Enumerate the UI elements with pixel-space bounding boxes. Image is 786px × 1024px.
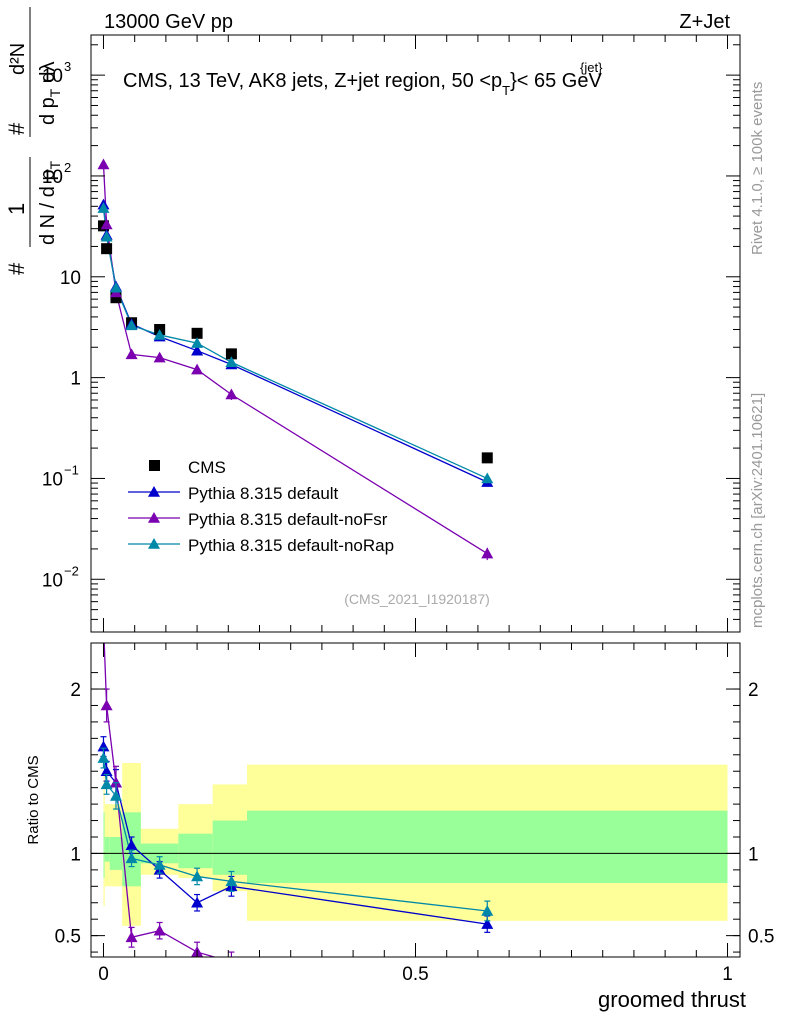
data-point-noRap (97, 202, 110, 213)
y-tick-exponent: −2 (64, 563, 79, 578)
data-point-noFsr (481, 547, 494, 559)
legend: CMS Pythia 8.315 default Pythia 8.315 defa… (128, 458, 394, 555)
uncertainty-band-green (212, 820, 248, 875)
y-tick-label: 10 (42, 167, 63, 188)
uncertainty-band-green (178, 833, 213, 869)
ratio-point-noRap (109, 789, 122, 801)
ratio-ylabel: Ratio to CMS (25, 755, 42, 844)
data-point-noRap (225, 356, 238, 368)
ylabel-one: 1 (4, 203, 29, 215)
legend-marker-cms (149, 460, 160, 471)
mcplots-label: mcplots.cern.ch [arXiv:2401.10621] (749, 393, 766, 628)
legend-marker-noRap (148, 538, 160, 549)
data-point-noFsr (153, 351, 166, 363)
data-point-noRap (109, 281, 122, 293)
ratio-point-noRap (125, 852, 138, 864)
ratio-point-noRap (481, 904, 494, 916)
ratio-point-noFsr (153, 924, 166, 936)
ratio-point-noRap (225, 875, 238, 887)
y-tick-label: 10 (42, 570, 63, 591)
data-point-cms (225, 348, 237, 360)
data-point-noRap (153, 328, 166, 340)
legend-label-cms: CMS (188, 458, 226, 477)
ratio-line-noFsr (103, 643, 217, 957)
main-title: CMS, 13 TeV, AK8 jets, Z+jet region, 50 … (123, 70, 602, 98)
data-point-noRap (100, 230, 113, 242)
ratio-plot: 0.5 0.5 1 1 2 2 0 0.5 1 (55, 642, 774, 1003)
main-title-end: }< 65 GeV (510, 70, 602, 92)
ratio-y-tick-label: 0.5 (55, 927, 81, 948)
uncertainty-band-green (104, 836, 110, 862)
y-tick-label: 1 (70, 369, 81, 390)
series-line-noRap (102, 208, 488, 480)
legend-marker-noFsr (148, 512, 160, 523)
ylabel-den-left: d N / d pT (37, 160, 63, 245)
data-point-cms (191, 327, 203, 339)
ratio-point-default (100, 765, 113, 777)
data-point-noFsr (125, 348, 138, 360)
main-title-sub: T (502, 83, 510, 98)
main-ylabel: # 1 d N / d pT # d²N d pTdλ (4, 7, 63, 275)
y-tick-exponent: −1 (64, 462, 79, 477)
data-point-default (191, 344, 204, 356)
series-line-default (102, 204, 488, 483)
main-title-sup: {jet} (580, 60, 603, 75)
data-point-noRap (125, 319, 138, 331)
data-point-noFsr (97, 158, 110, 170)
ratio-y-tick-label-right: 2 (748, 680, 759, 701)
y-tick-exponent: 3 (64, 59, 71, 74)
y-tick-label: 10 (42, 469, 63, 490)
ratio-point-noRap (100, 778, 113, 790)
ratio-point-default (481, 918, 494, 929)
ratio-point-noRap (153, 858, 166, 870)
ylabel-hash-left: # (4, 262, 29, 275)
ratio-y-tick-label-right: 1 (748, 844, 759, 865)
y-tick-label: 10 (60, 268, 81, 289)
ylabel-num: d²N (7, 43, 29, 75)
ratio-point-noFsr (481, 992, 493, 1003)
header-process: Z+Jet (679, 11, 730, 33)
data-point-noRap (191, 337, 204, 348)
data-point-noFsr (225, 388, 238, 400)
ratio-point-default (191, 896, 204, 908)
data-point-cms (481, 452, 493, 464)
data-point-noFsr (191, 363, 204, 375)
ratio-point-noFsr (100, 699, 113, 711)
legend-label-noFsr: Pythia 8.315 default-noFsr (188, 510, 388, 529)
legend-label-noRap: Pythia 8.315 default-noRap (188, 536, 394, 555)
x-axis-label: groomed thrust (598, 987, 746, 1012)
rivet-version-label: Rivet 4.1.0, ≥ 100k events (749, 82, 766, 255)
ratio-point-noFsr (109, 776, 122, 788)
ylabel-den-right: d pTdλ (37, 62, 63, 126)
data-point-noFsr (100, 218, 113, 230)
header-energy: 13000 GeV pp (104, 11, 233, 33)
x-tick-label: 0 (98, 964, 109, 985)
ratio-point-noRap (97, 752, 110, 763)
ratio-y-tick-label: 1 (70, 844, 81, 865)
y-tick-exponent: 2 (64, 160, 71, 175)
ratio-point-noFsr (125, 931, 138, 943)
analysis-tag: (CMS_2021_I1920187) (344, 591, 490, 607)
data-point-noRap (481, 472, 494, 484)
uncertainty-band-green (247, 810, 728, 884)
ratio-y-tick-label: 2 (70, 680, 81, 701)
ylabel-hash-mid: # (4, 122, 29, 135)
y-tick-label: 10 (42, 66, 63, 87)
uncertainty-band-green (103, 812, 105, 879)
x-tick-label: 0.5 (402, 964, 428, 985)
legend-label-default: Pythia 8.315 default (188, 484, 339, 503)
main-title-text: CMS, 13 TeV, AK8 jets, Z+jet region, 50 … (123, 70, 502, 92)
data-point-cms (110, 292, 122, 304)
ratio-point-noFsr (230, 955, 233, 957)
x-tick-label: 1 (722, 964, 733, 985)
data-point-cms (101, 243, 113, 255)
ratio-point-default (125, 839, 138, 851)
ratio-y-tick-label-right: 0.5 (748, 927, 774, 948)
legend-marker-default (148, 486, 160, 497)
ratio-point-noRap (191, 870, 204, 882)
